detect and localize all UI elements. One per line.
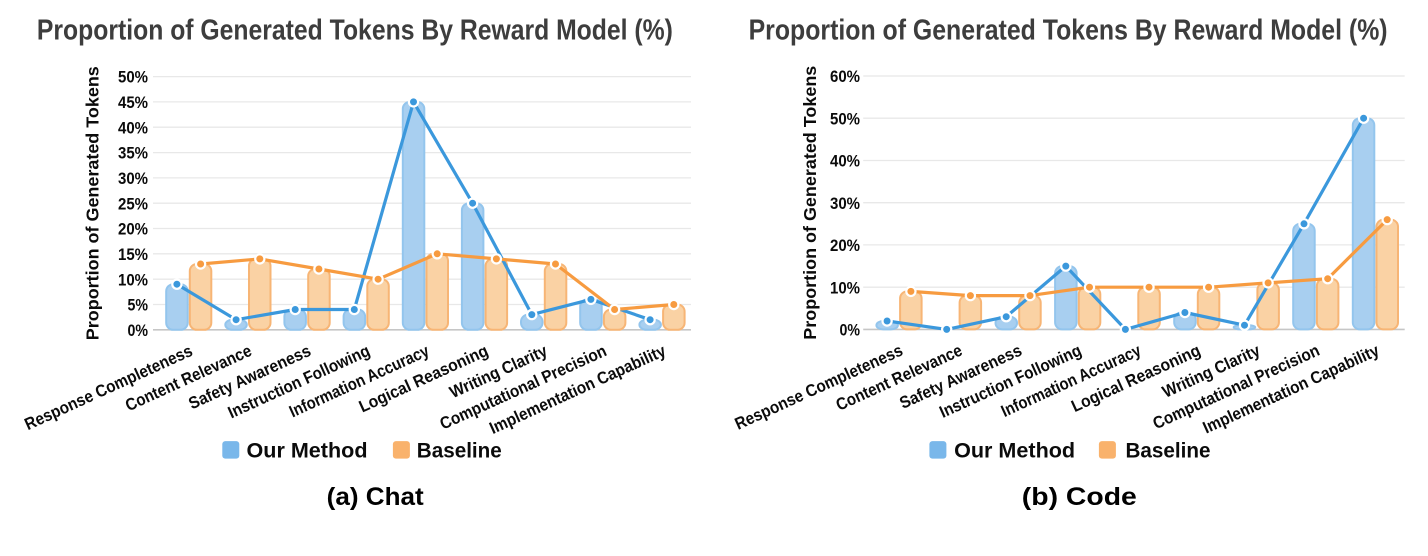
svg-text:Baseline: Baseline xyxy=(417,439,502,462)
svg-text:(b) Code: (b) Code xyxy=(1022,483,1137,511)
svg-text:30%: 30% xyxy=(118,169,148,188)
svg-text:50%: 50% xyxy=(118,68,148,87)
svg-text:(a) Chat: (a) Chat xyxy=(327,483,425,511)
svg-text:Proportion of Generated Tokens: Proportion of Generated Tokens xyxy=(800,65,820,339)
svg-text:20%: 20% xyxy=(118,220,148,239)
svg-text:60%: 60% xyxy=(830,67,860,86)
svg-text:15%: 15% xyxy=(118,245,148,264)
svg-text:Our Method: Our Method xyxy=(247,439,368,462)
svg-text:45%: 45% xyxy=(118,93,148,112)
svg-text:35%: 35% xyxy=(118,144,148,163)
svg-text:10%: 10% xyxy=(830,278,860,297)
svg-text:50%: 50% xyxy=(830,109,860,128)
svg-text:Baseline: Baseline xyxy=(1126,439,1211,462)
svg-text:40%: 40% xyxy=(118,118,148,137)
svg-text:0%: 0% xyxy=(840,321,861,340)
svg-text:Proportion of Generated Tokens: Proportion of Generated Tokens By Reward… xyxy=(749,15,1388,47)
svg-text:Proportion of Generated Tokens: Proportion of Generated Tokens By Reward… xyxy=(37,15,673,47)
svg-text:25%: 25% xyxy=(118,194,148,213)
svg-text:Proportion of Generated Tokens: Proportion of Generated Tokens xyxy=(83,66,103,340)
svg-text:40%: 40% xyxy=(830,152,860,171)
svg-text:30%: 30% xyxy=(830,194,860,213)
svg-text:5%: 5% xyxy=(128,296,149,315)
svg-text:10%: 10% xyxy=(118,270,148,289)
svg-text:0%: 0% xyxy=(128,321,149,340)
svg-text:20%: 20% xyxy=(830,236,860,255)
svg-text:Our Method: Our Method xyxy=(954,439,1075,462)
